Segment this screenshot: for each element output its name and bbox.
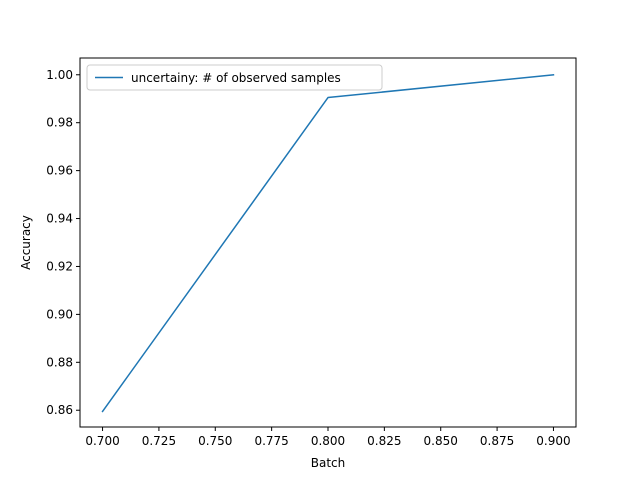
legend-box bbox=[86, 64, 383, 91]
y-tick-label: 0.98 bbox=[46, 116, 73, 130]
x-tick-label: 0.700 bbox=[85, 434, 119, 448]
legend: uncertainy: # of observed samples bbox=[86, 64, 383, 91]
y-axis-label: Accuracy bbox=[19, 215, 33, 270]
y-axis-ticks: 0.86 0.88 0.90 0.92 0.94 0.96 0.98 1.00 bbox=[46, 68, 80, 417]
x-tick-label: 0.900 bbox=[536, 434, 570, 448]
x-tick-label: 0.850 bbox=[424, 434, 458, 448]
axes-layer: 0.700 0.725 0.750 0.775 0.800 0.825 0.850 0.875… bbox=[19, 57, 577, 470]
legend-label: uncertainy: # of observed samples bbox=[131, 71, 341, 85]
y-tick-label: 1.00 bbox=[46, 68, 73, 82]
y-tick-label: 0.86 bbox=[46, 403, 73, 417]
series-line bbox=[101, 73, 555, 413]
x-tick-label: 0.750 bbox=[198, 434, 232, 448]
x-axis-ticks: 0.700 0.725 0.750 0.775 0.800 0.825 0.850 0.875… bbox=[85, 427, 571, 448]
y-tick-label: 0.92 bbox=[46, 259, 73, 273]
y-tick-label: 0.96 bbox=[46, 164, 73, 178]
x-tick-label: 0.725 bbox=[142, 434, 176, 448]
y-tick-label: 0.94 bbox=[46, 212, 73, 226]
plot-layer bbox=[101, 73, 555, 413]
x-axis-label: Batch bbox=[311, 456, 346, 470]
x-tick-label: 0.875 bbox=[480, 434, 514, 448]
x-tick-label: 0.775 bbox=[254, 434, 288, 448]
x-tick-label: 0.800 bbox=[311, 434, 345, 448]
y-tick-label: 0.90 bbox=[46, 307, 73, 321]
y-tick-label: 0.88 bbox=[46, 355, 73, 369]
plot-frame bbox=[79, 57, 577, 428]
x-tick-label: 0.825 bbox=[367, 434, 401, 448]
